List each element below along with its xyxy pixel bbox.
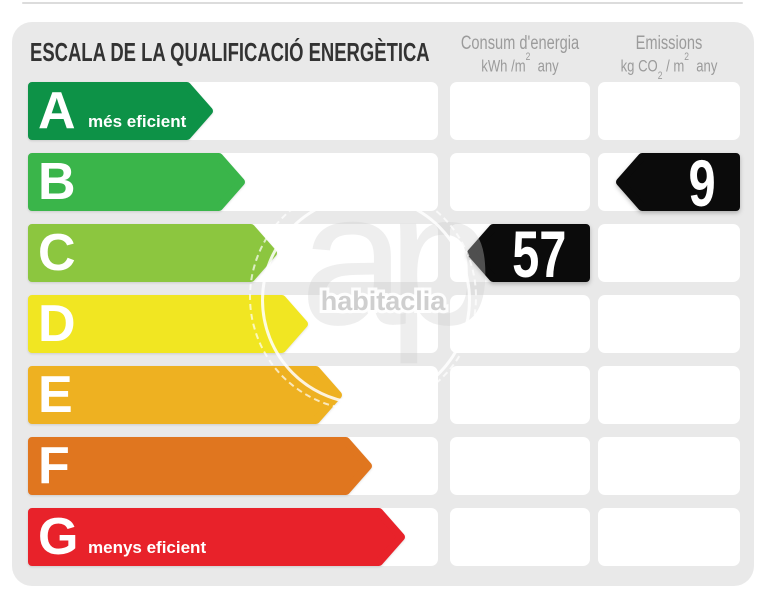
badge-value: 9 [688,146,716,220]
emissions-cell [598,295,740,353]
consum-header-label: Consum d'energia [460,33,580,54]
arrow-shape [28,153,245,211]
rating-bar-a [28,82,213,140]
consum-header-units: kWh /m2 any [481,51,559,76]
emissions-value-badge: 9 [616,146,740,220]
efficiency-note: menys eficient [88,538,207,557]
consum-cell [450,508,590,566]
card-above-bottom-edge [22,2,743,4]
rating-letter: C [38,224,76,282]
emissions-header-units: kg CO2 / m2 any [620,51,718,83]
scale-row-f: F [12,437,754,495]
rating-letter: B [38,153,76,211]
efficiency-note: més eficient [88,112,187,131]
consum-value-badge: 57 [467,217,590,291]
arrow-shape [28,508,405,566]
rating-bar-f [28,437,372,495]
emissions-cell [598,224,740,282]
arrow-shape [28,295,308,353]
arrow-shape [28,82,213,140]
arrow-shape [28,366,342,424]
rating-bar-b [28,153,245,211]
arrow-shape [616,153,740,211]
rating-bar-e [28,366,342,424]
rating-bar-d [28,295,308,353]
emissions-cell [598,508,740,566]
rating-letter: F [38,437,70,495]
rating-bar-g [28,508,405,566]
emissions-cell [598,82,740,140]
energy-rating-panel: ESCALA DE LA QUALIFICACIÓ ENERGÈTICA Con… [12,22,754,586]
arrow-shape [28,437,372,495]
emissions-column-header: Emissions kg CO2 / m2 any [584,33,753,83]
emissions-header-label: Emissions [635,33,703,54]
panel-title: ESCALA DE LA QUALIFICACIÓ ENERGÈTICA [30,37,430,67]
consum-cell [450,295,590,353]
consum-cell [450,82,590,140]
consum-column-header: Consum d'energia kWh /m2 any [435,33,604,77]
emissions-cell [598,437,740,495]
consum-cell [450,153,590,211]
arrow-shape [467,224,590,282]
consum-cell [450,437,590,495]
scale-row-c: C 57 [12,217,754,291]
scale-row-d: D [12,295,754,353]
rating-letter: E [38,366,73,424]
rating-letter: G [38,508,79,566]
consum-cell [450,366,590,424]
rating-letter: D [38,295,76,353]
emissions-cell [598,366,740,424]
scale-row-e: E [12,366,754,424]
rating-letter: A [38,82,76,140]
badge-value: 57 [511,217,566,291]
